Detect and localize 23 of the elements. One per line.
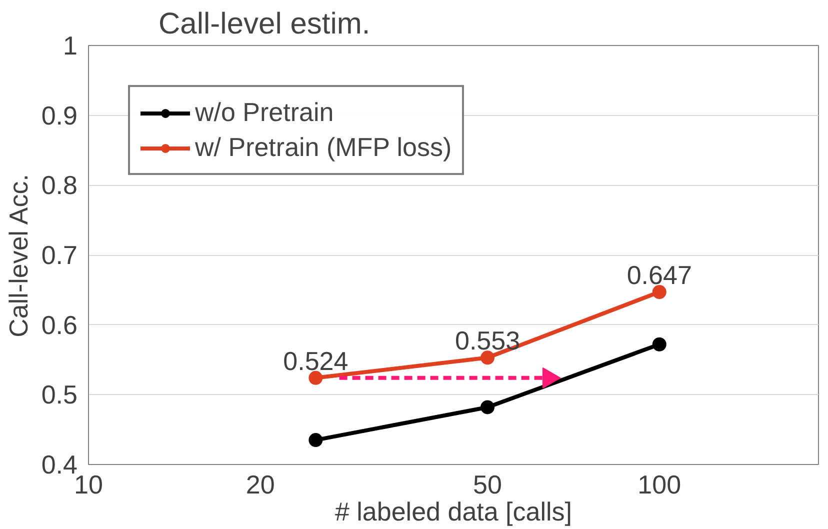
x-tick-label: 100 <box>638 470 682 500</box>
point <box>308 433 323 448</box>
point <box>652 337 666 352</box>
x-axis-title: # labeled data [calls] <box>334 496 572 526</box>
legend-label: w/o Pretrain <box>195 97 334 128</box>
y-tick-label: 0.6 <box>41 310 78 340</box>
data-label: 0.647 <box>626 260 692 290</box>
x-tick-label: 50 <box>473 470 502 500</box>
point <box>480 350 495 365</box>
y-axis-title: Call-level Acc. <box>3 174 34 338</box>
data-label: 0.524 <box>283 346 348 376</box>
point <box>308 370 323 385</box>
x-tick-label: 20 <box>246 470 275 500</box>
chart-title: Call-level estim. <box>158 8 370 40</box>
legend-label: w/ Pretrain (MFP loss) <box>195 132 452 163</box>
point <box>652 285 666 299</box>
y-tick-label: 1 <box>63 30 78 60</box>
y-tick-label: 0.8 <box>41 170 78 200</box>
y-tick-label: 0.5 <box>41 380 78 410</box>
y-tick-label: 0.7 <box>41 240 78 270</box>
data-label: 0.553 <box>454 326 520 356</box>
point <box>480 400 495 414</box>
y-tick-label: 0.9 <box>41 100 78 130</box>
